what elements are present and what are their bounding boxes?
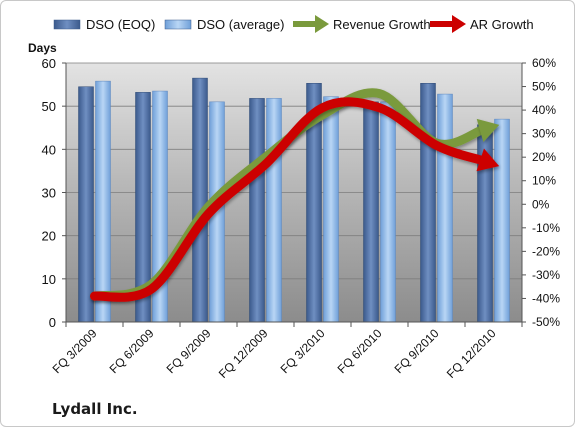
ar-growth-line bbox=[90, 97, 487, 302]
right-tick-label: 50% bbox=[532, 80, 556, 94]
left-tick-label: 10 bbox=[42, 272, 56, 287]
bar-dso-eoq bbox=[192, 77, 208, 323]
left-tick-label: 20 bbox=[42, 229, 56, 244]
left-tick-label: 40 bbox=[42, 142, 56, 157]
right-tick-label: -30% bbox=[532, 268, 560, 282]
right-tick-label: 40% bbox=[532, 103, 556, 117]
bar-dso-eoq bbox=[78, 86, 94, 323]
x-tick-label: FQ 12/2009 bbox=[216, 326, 271, 381]
bar-dso-average bbox=[266, 98, 282, 323]
x-tick-label: FQ 3/2010 bbox=[278, 326, 328, 376]
legend-label: DSO (EOQ) bbox=[86, 17, 155, 32]
right-tick-label: -10% bbox=[532, 221, 560, 235]
company-name: Lydall Inc. bbox=[52, 400, 138, 418]
right-tick-label: -50% bbox=[532, 315, 560, 329]
x-tick-label: FQ 12/2010 bbox=[444, 326, 499, 381]
bars bbox=[78, 77, 510, 323]
bar-dso-eoq bbox=[249, 98, 265, 323]
right-tick-label: -20% bbox=[532, 244, 560, 258]
x-tick-label: FQ 3/2009 bbox=[50, 326, 100, 376]
right-tick-label: 0% bbox=[532, 197, 550, 211]
x-tick-label: FQ 6/2010 bbox=[335, 326, 385, 376]
x-tick-label: FQ 9/2010 bbox=[392, 326, 442, 376]
bar-dso-average bbox=[380, 101, 396, 323]
legend: DSO (EOQ) DSO (average) Revenue Growth AR G… bbox=[53, 15, 534, 33]
growth-lines bbox=[90, 88, 500, 302]
legend-label: DSO (average) bbox=[197, 17, 284, 32]
right-tick-label: 20% bbox=[532, 150, 556, 164]
legend-arrow bbox=[315, 15, 329, 33]
legend-swatch bbox=[53, 19, 81, 30]
bar-dso-eoq bbox=[363, 101, 379, 323]
right-tick-label: 30% bbox=[532, 127, 556, 141]
ar-growth-arrowhead bbox=[476, 148, 500, 172]
x-tick-label: FQ 6/2009 bbox=[107, 326, 157, 376]
right-tick-label: 60% bbox=[532, 56, 556, 70]
bar-dso-average bbox=[437, 93, 453, 323]
revenue-growth-arrowhead bbox=[476, 118, 500, 142]
bar-dso-average bbox=[323, 96, 339, 323]
left-tick-label: 60 bbox=[42, 56, 56, 71]
left-tick-label: 50 bbox=[42, 99, 56, 114]
left-tick-label: 0 bbox=[49, 315, 56, 330]
legend-swatch bbox=[164, 19, 192, 30]
left-tick-label: 30 bbox=[42, 186, 56, 201]
bar-dso-average bbox=[494, 118, 510, 323]
legend-label: Revenue Growth bbox=[333, 17, 431, 32]
bar-dso-average bbox=[95, 80, 111, 323]
right-tick-label: -40% bbox=[532, 291, 560, 305]
bar-dso-eoq bbox=[420, 83, 436, 323]
right-tick-label: 10% bbox=[532, 174, 556, 188]
legend-arrow bbox=[452, 15, 466, 33]
x-tick-label: FQ 9/2009 bbox=[164, 326, 214, 376]
left-axis-title: Days bbox=[28, 41, 57, 55]
legend-label: AR Growth bbox=[470, 17, 534, 32]
